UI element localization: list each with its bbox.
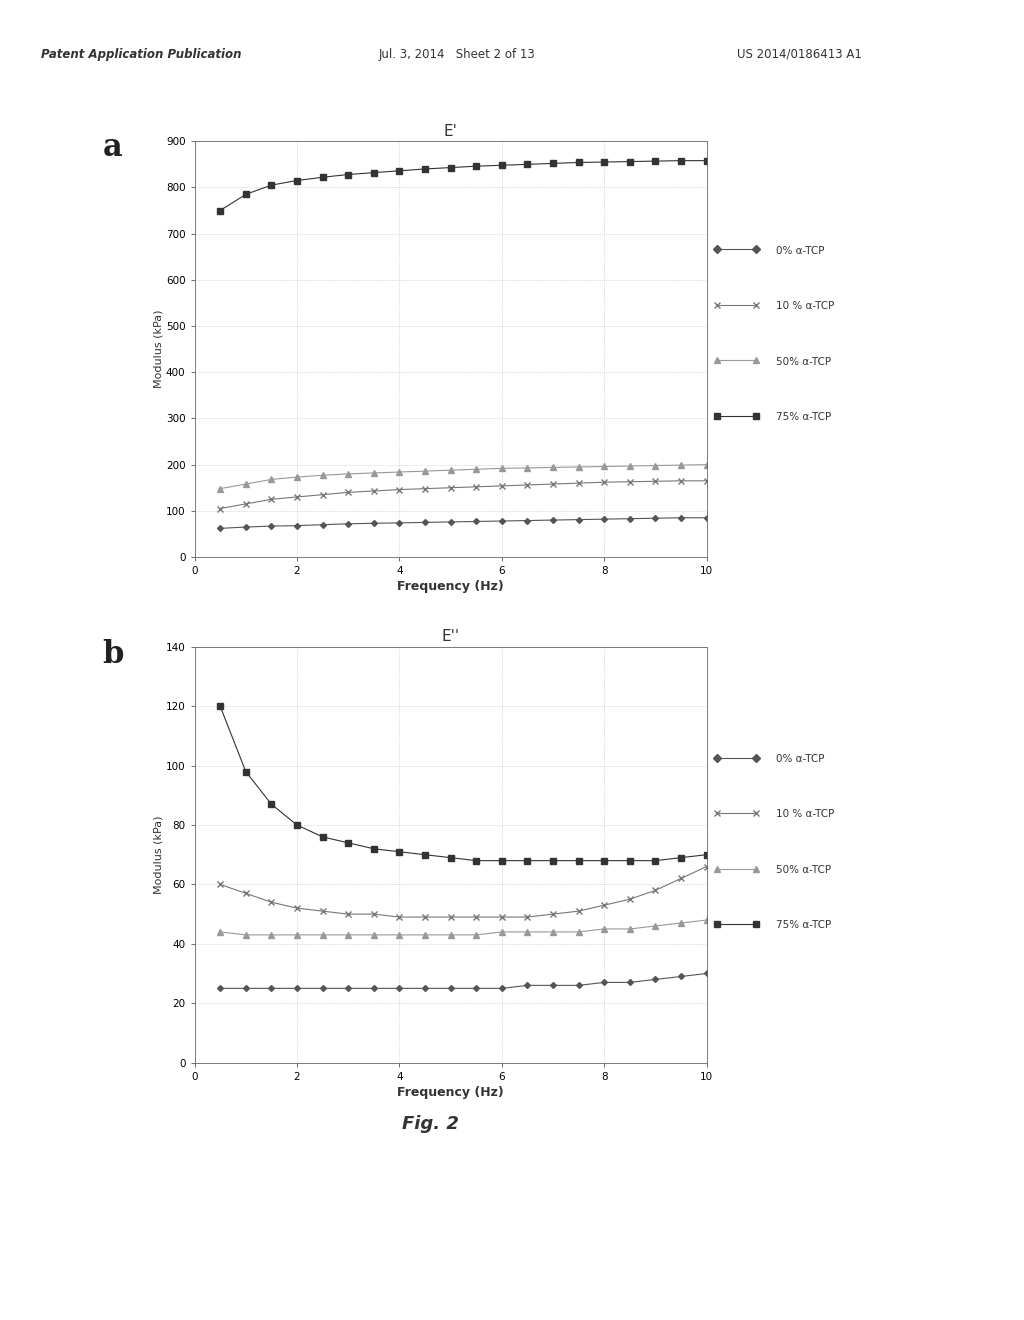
Text: 75% α-TCP: 75% α-TCP [776, 412, 831, 422]
X-axis label: Frequency (Hz): Frequency (Hz) [397, 581, 504, 593]
Text: b: b [102, 639, 124, 669]
Text: a: a [102, 132, 122, 162]
Y-axis label: Modulus (kPa): Modulus (kPa) [154, 310, 163, 388]
Text: 50% α-TCP: 50% α-TCP [776, 865, 831, 875]
Text: Patent Application Publication: Patent Application Publication [41, 48, 242, 61]
Text: 10 % α-TCP: 10 % α-TCP [776, 301, 835, 312]
Text: 50% α-TCP: 50% α-TCP [776, 356, 831, 367]
Text: 0% α-TCP: 0% α-TCP [776, 754, 824, 764]
Text: Jul. 3, 2014   Sheet 2 of 13: Jul. 3, 2014 Sheet 2 of 13 [379, 48, 536, 61]
X-axis label: Frequency (Hz): Frequency (Hz) [397, 1086, 504, 1098]
Text: 75% α-TCP: 75% α-TCP [776, 920, 831, 931]
Title: E'': E'' [441, 630, 460, 644]
Text: US 2014/0186413 A1: US 2014/0186413 A1 [737, 48, 862, 61]
Text: 0% α-TCP: 0% α-TCP [776, 246, 824, 256]
Text: 10 % α-TCP: 10 % α-TCP [776, 809, 835, 820]
Y-axis label: Modulus (kPa): Modulus (kPa) [153, 816, 163, 894]
Text: Fig. 2: Fig. 2 [401, 1114, 459, 1133]
Title: E': E' [443, 124, 458, 139]
